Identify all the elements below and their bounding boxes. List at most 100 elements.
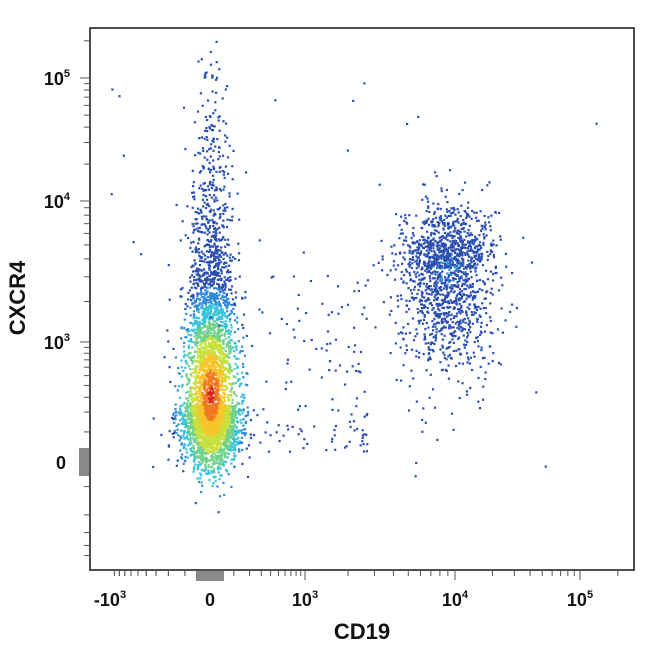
event-dot [438,330,441,333]
event-dot [467,334,470,337]
event-dot [208,338,211,341]
event-dot [225,337,228,340]
event-dot [209,371,212,374]
event-dot [228,332,231,335]
event-dot [219,405,222,408]
event-dot [208,307,211,310]
event-dot [221,373,225,376]
event-dot [195,382,198,385]
event-dot [445,188,449,191]
event-dot [199,458,203,462]
event-dot [204,365,207,368]
event-dot [193,299,197,302]
event-dot [207,366,210,369]
event-dot [238,407,241,411]
event-dot [210,292,213,295]
event-dot [410,348,414,351]
event-dot [208,401,211,404]
event-dot [177,434,180,437]
event-dot [200,136,203,139]
event-dot [205,250,208,253]
event-dot [485,269,488,272]
event-dot [286,362,289,365]
event-dot [212,221,215,224]
event-dot [246,475,250,478]
event-dot [361,434,364,437]
event-dot [427,285,430,288]
event-dot [212,371,215,374]
event-dot [222,444,225,447]
event-dot [356,281,359,284]
event-dot [215,186,218,189]
event-dot [218,309,221,312]
event-dot [184,366,187,369]
event-dot [182,446,185,449]
event-dot [408,261,411,264]
event-dot [243,396,246,399]
event-dot [278,440,281,443]
event-dot [201,332,204,335]
event-dot [194,246,198,249]
event-dot [202,167,205,170]
event-dot [224,399,227,402]
event-dot [203,451,206,454]
event-dot [405,282,408,285]
event-dot [233,415,236,419]
event-dot [204,443,207,446]
event-dot [231,407,234,410]
event-dot [465,297,468,300]
event-dot [209,433,212,436]
event-dot [189,306,192,309]
event-dot [204,75,207,78]
event-dot [203,268,206,271]
event-dot [244,290,247,294]
event-dot [220,387,223,390]
event-dot [206,150,209,153]
event-dot [210,445,213,448]
event-dot [229,424,232,427]
event-dot [196,211,199,214]
event-dot [454,213,457,216]
event-dot [228,341,232,345]
event-dot [190,401,193,404]
event-dot [330,440,334,443]
event-dot [225,408,228,411]
event-dot [221,354,224,357]
event-dot [291,425,294,428]
event-dot [344,446,347,449]
event-dot [287,428,290,431]
event-dot [195,370,198,373]
event-dot [205,411,208,414]
event-dot [223,421,227,424]
event-dot [200,359,203,362]
event-dot [415,349,418,352]
event-dot [195,270,198,273]
event-dot [218,347,221,350]
event-dot [227,352,230,355]
event-dot [286,424,289,427]
event-dot [189,393,192,396]
event-dot [473,254,476,257]
event-dot [199,327,202,330]
event-dot [219,330,222,334]
event-dot [213,253,216,256]
event-dot [212,428,215,432]
event-dot [187,380,190,383]
event-dot [214,336,217,339]
event-dot [222,120,225,123]
event-dot [204,115,208,119]
event-dot [331,408,334,411]
event-dot [421,322,425,325]
event-dot [229,288,233,291]
event-dot [213,257,216,260]
event-dot [203,321,206,324]
event-dot [190,406,193,409]
event-dot [194,406,197,409]
event-dot [230,434,233,437]
event-dot [212,304,215,307]
event-dot [230,285,234,288]
event-dot [193,423,196,426]
event-dot [201,394,204,397]
event-dot [218,115,221,118]
event-dot [427,217,430,220]
